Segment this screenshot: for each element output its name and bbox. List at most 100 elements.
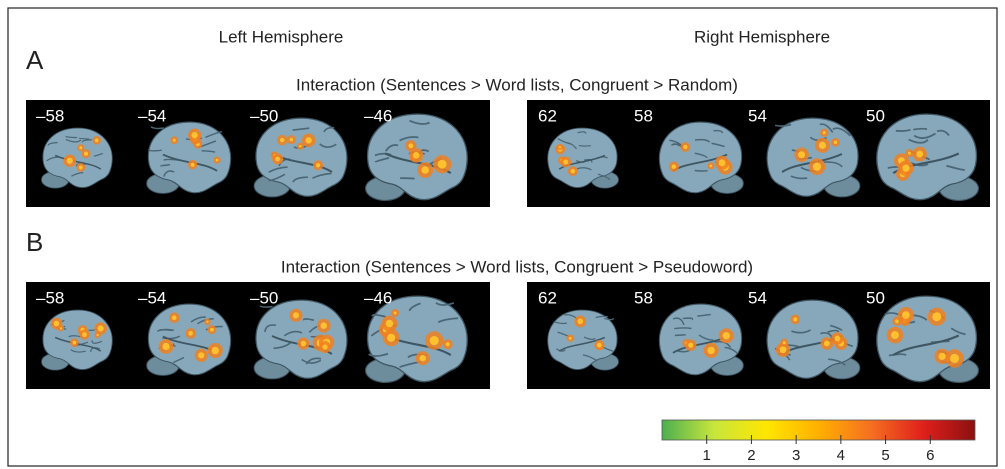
sulcus bbox=[576, 167, 592, 171]
sulcus bbox=[409, 119, 431, 125]
brain-slice bbox=[365, 295, 468, 383]
activation bbox=[280, 137, 285, 143]
activation bbox=[833, 140, 838, 145]
slice-coordinate: 58 bbox=[634, 288, 653, 307]
activation bbox=[299, 144, 302, 148]
sulcus bbox=[70, 349, 86, 353]
activation bbox=[722, 332, 730, 340]
sulcus bbox=[323, 126, 335, 133]
activation bbox=[823, 340, 830, 347]
activation bbox=[305, 137, 312, 144]
sulcus bbox=[694, 152, 708, 159]
sulcus bbox=[888, 353, 907, 357]
sulcus bbox=[682, 317, 694, 321]
activation bbox=[387, 333, 396, 342]
sulcus bbox=[674, 334, 686, 337]
sulcus bbox=[774, 123, 792, 127]
activation bbox=[950, 353, 960, 364]
sulcus bbox=[205, 130, 223, 139]
activation bbox=[53, 320, 60, 327]
activation bbox=[568, 336, 572, 340]
slice-coordinate: –46 bbox=[364, 288, 392, 307]
sulcus bbox=[408, 302, 421, 312]
slice-coordinate: 50 bbox=[866, 288, 885, 307]
activation bbox=[79, 146, 83, 150]
brain-slice bbox=[876, 295, 979, 383]
activation bbox=[66, 157, 73, 164]
frame bbox=[7, 7, 998, 467]
sulcus bbox=[910, 162, 929, 167]
brain-slice bbox=[658, 303, 744, 376]
sulcus bbox=[672, 317, 685, 326]
sulcus bbox=[190, 316, 206, 323]
activation bbox=[907, 151, 912, 155]
slice-coordinate: –50 bbox=[250, 288, 278, 307]
colorbar-tick-label: 1 bbox=[703, 447, 711, 464]
sulcus bbox=[724, 346, 738, 354]
activation bbox=[563, 159, 569, 165]
sulcus bbox=[47, 142, 58, 146]
colorbar bbox=[661, 419, 976, 441]
sulcus bbox=[150, 126, 165, 130]
activation bbox=[709, 164, 713, 168]
activation bbox=[96, 333, 99, 337]
sulcus bbox=[78, 137, 90, 140]
cortex bbox=[766, 117, 859, 197]
activation bbox=[210, 327, 214, 332]
brain-slice bbox=[253, 117, 348, 198]
sulcus bbox=[936, 129, 950, 137]
activation bbox=[172, 138, 176, 142]
sulcus bbox=[65, 135, 78, 139]
sulcus bbox=[437, 317, 459, 324]
activation bbox=[289, 137, 294, 142]
sulcus bbox=[577, 131, 587, 134]
activation bbox=[782, 341, 786, 345]
sulcus bbox=[273, 342, 291, 350]
activation bbox=[97, 325, 104, 332]
activation bbox=[292, 312, 299, 319]
sulcus bbox=[583, 336, 596, 340]
column-header: Left Hemisphere bbox=[219, 27, 344, 46]
activation bbox=[902, 164, 910, 172]
activation bbox=[72, 340, 77, 345]
activation bbox=[902, 311, 910, 319]
sulcus bbox=[582, 354, 598, 362]
sulcus bbox=[283, 330, 303, 337]
sulcus bbox=[790, 175, 808, 180]
sulcus bbox=[91, 340, 103, 344]
sulcus bbox=[292, 176, 308, 183]
sulcus bbox=[711, 142, 725, 148]
sulcus bbox=[827, 329, 840, 333]
activation bbox=[162, 342, 170, 351]
sulcus bbox=[71, 171, 84, 177]
colorbar-tick-label: 4 bbox=[837, 447, 845, 464]
brain-slice bbox=[876, 113, 979, 201]
colorbar-tick-label: 5 bbox=[881, 447, 889, 464]
sulcus bbox=[259, 305, 273, 308]
panel-label: B bbox=[26, 227, 43, 257]
sylvian-fissure bbox=[558, 336, 606, 352]
colorbar-tick-label: 3 bbox=[792, 447, 800, 464]
sulcus bbox=[435, 302, 455, 306]
activation bbox=[171, 315, 177, 321]
activation bbox=[577, 318, 584, 325]
activation bbox=[558, 145, 562, 149]
sulcus bbox=[913, 132, 936, 139]
activation bbox=[78, 165, 83, 170]
cortex bbox=[547, 127, 618, 189]
sulcus bbox=[93, 152, 104, 157]
sulcus bbox=[829, 324, 843, 332]
activation bbox=[793, 317, 798, 322]
activation bbox=[198, 352, 205, 359]
activation bbox=[421, 166, 429, 174]
slice-coordinate: 62 bbox=[538, 288, 557, 307]
slice-coordinate: 50 bbox=[866, 106, 885, 125]
sulcus bbox=[674, 327, 692, 330]
colorbar-tick-label: 6 bbox=[926, 447, 934, 464]
sulcus bbox=[791, 329, 811, 334]
slice-coordinate: 58 bbox=[634, 106, 653, 125]
activation bbox=[188, 331, 193, 336]
activation bbox=[938, 352, 946, 360]
activation bbox=[275, 156, 280, 162]
